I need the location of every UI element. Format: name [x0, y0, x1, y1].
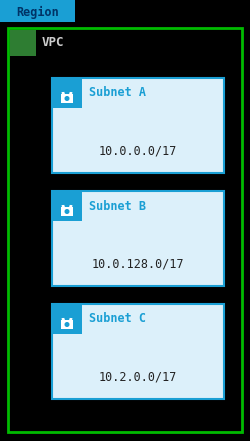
Text: Subnet A: Subnet A: [89, 86, 146, 100]
FancyBboxPatch shape: [52, 78, 223, 173]
FancyBboxPatch shape: [52, 304, 82, 334]
FancyBboxPatch shape: [10, 30, 36, 56]
Circle shape: [65, 97, 68, 100]
FancyBboxPatch shape: [0, 0, 75, 22]
FancyBboxPatch shape: [61, 94, 73, 103]
FancyBboxPatch shape: [61, 207, 73, 216]
Circle shape: [65, 323, 68, 326]
Text: Subnet C: Subnet C: [89, 313, 146, 325]
Text: Subnet B: Subnet B: [89, 199, 146, 213]
Text: 10.0.128.0/17: 10.0.128.0/17: [91, 258, 184, 270]
Text: 10.2.0.0/17: 10.2.0.0/17: [98, 370, 176, 384]
Circle shape: [65, 210, 68, 213]
FancyBboxPatch shape: [52, 304, 223, 399]
FancyBboxPatch shape: [8, 28, 241, 432]
FancyBboxPatch shape: [52, 191, 82, 221]
Text: VPC: VPC: [42, 37, 64, 49]
Text: 10.0.0.0/17: 10.0.0.0/17: [98, 145, 176, 157]
FancyBboxPatch shape: [52, 78, 82, 108]
FancyBboxPatch shape: [52, 191, 223, 286]
Text: Region: Region: [16, 5, 59, 19]
FancyBboxPatch shape: [61, 320, 73, 329]
